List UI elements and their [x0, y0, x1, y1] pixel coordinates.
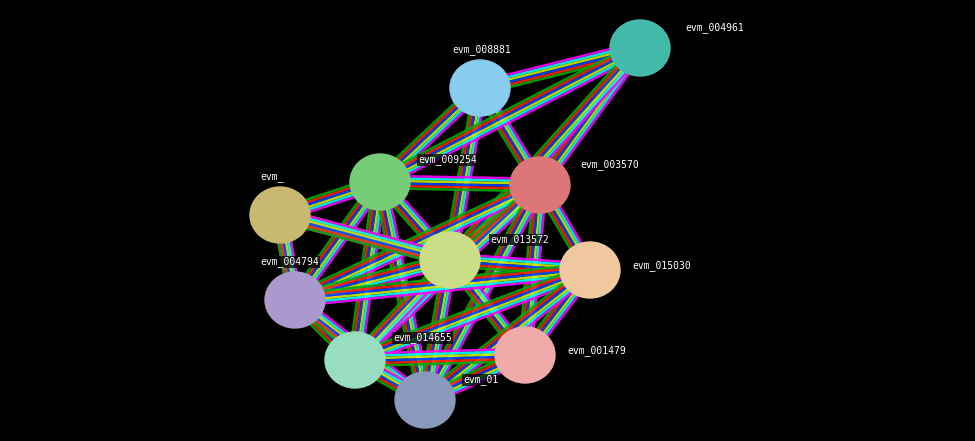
- Text: evm_003570: evm_003570: [580, 160, 639, 171]
- Text: evm_008881: evm_008881: [452, 45, 511, 56]
- Text: evm_004794: evm_004794: [260, 257, 320, 267]
- Ellipse shape: [395, 372, 455, 428]
- Text: evm_: evm_: [260, 172, 284, 182]
- Ellipse shape: [265, 272, 325, 328]
- Ellipse shape: [325, 332, 385, 388]
- Ellipse shape: [560, 242, 620, 298]
- Ellipse shape: [610, 20, 670, 76]
- Text: evm_009254: evm_009254: [418, 154, 477, 165]
- Text: evm_004961: evm_004961: [685, 22, 744, 34]
- Text: evm_015030: evm_015030: [632, 261, 690, 272]
- Ellipse shape: [450, 60, 510, 116]
- Text: evm_01: evm_01: [463, 374, 498, 385]
- Text: evm_014655: evm_014655: [393, 333, 451, 344]
- Ellipse shape: [510, 157, 570, 213]
- Ellipse shape: [250, 187, 310, 243]
- Ellipse shape: [420, 232, 480, 288]
- Ellipse shape: [350, 154, 410, 210]
- Ellipse shape: [495, 327, 555, 383]
- Text: evm_001479: evm_001479: [567, 346, 626, 356]
- Text: evm_013572: evm_013572: [490, 235, 549, 246]
